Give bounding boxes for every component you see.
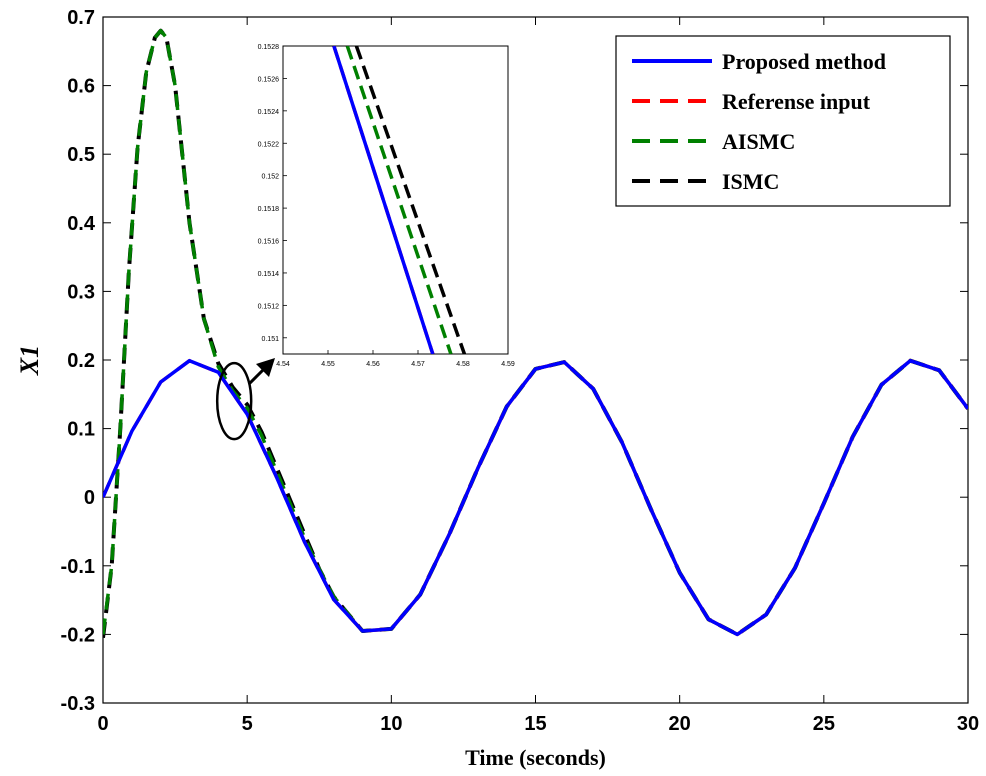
- legend: Proposed method Referense input AISMC ISMC: [616, 36, 950, 206]
- x-tick-label: 5: [242, 713, 253, 735]
- y-tick-label: 0.2: [67, 350, 95, 372]
- inset-y-tick-label: 0.1522: [258, 141, 280, 148]
- zoom-inset: 4.54 4.55 4.56 4.57 4.58 4.59 0.151 0.1512 0.151…: [258, 44, 515, 368]
- y-tick-label: 0.7: [67, 7, 95, 29]
- inset-frame: [283, 46, 508, 354]
- inset-x-tick-label: 4.54: [276, 361, 290, 368]
- inset-x-tick-label: 4.56: [366, 361, 380, 368]
- y-tick-label: -0.1: [61, 556, 95, 578]
- x-tick-label: 30: [957, 713, 979, 735]
- x-tick-label: 20: [669, 713, 691, 735]
- inset-y-tick-label: 0.1524: [258, 109, 280, 116]
- y-tick-label: 0.1: [67, 419, 95, 441]
- inset-y-tick-label: 0.152: [261, 174, 279, 181]
- inset-x-tick-label: 4.58: [456, 361, 470, 368]
- y-tick-label: 0: [84, 487, 95, 509]
- x-tick-label: 0: [97, 713, 108, 735]
- legend-label-ismc: ISMC: [722, 169, 779, 194]
- inset-y-tick-label: 0.1512: [258, 303, 280, 310]
- x-tick-label: 15: [524, 713, 546, 735]
- inset-y-tick-label: 0.151: [261, 336, 279, 343]
- inset-y-tick-label: 0.1516: [258, 239, 280, 246]
- inset-x-tick-label: 4.57: [411, 361, 425, 368]
- inset-x-tick-label: 4.59: [501, 361, 515, 368]
- x-tick-label: 25: [813, 713, 835, 735]
- y-tick-label: 0.3: [67, 281, 95, 303]
- y-axis-title: X1: [15, 345, 44, 376]
- legend-label-referense-input: Referense input: [722, 89, 871, 114]
- x-tick-label: 10: [380, 713, 402, 735]
- y-tick-label: -0.2: [61, 624, 95, 646]
- legend-label-proposed-method: Proposed method: [722, 49, 886, 74]
- legend-label-aismc: AISMC: [722, 129, 795, 154]
- inset-x-tick-label: 4.55: [321, 361, 335, 368]
- y-tick-label: 0.4: [67, 213, 96, 235]
- inset-y-tick-label: 0.1528: [258, 44, 280, 51]
- inset-y-tick-label: 0.1518: [258, 206, 280, 213]
- inset-y-tick-label: 0.1514: [258, 271, 280, 278]
- inset-y-tick-label: 0.1526: [258, 76, 280, 83]
- y-tick-label: 0.5: [67, 144, 95, 166]
- y-tick-label: 0.6: [67, 76, 95, 98]
- x-axis-title: Time (seconds): [465, 745, 606, 770]
- y-tick-label: -0.3: [61, 693, 95, 715]
